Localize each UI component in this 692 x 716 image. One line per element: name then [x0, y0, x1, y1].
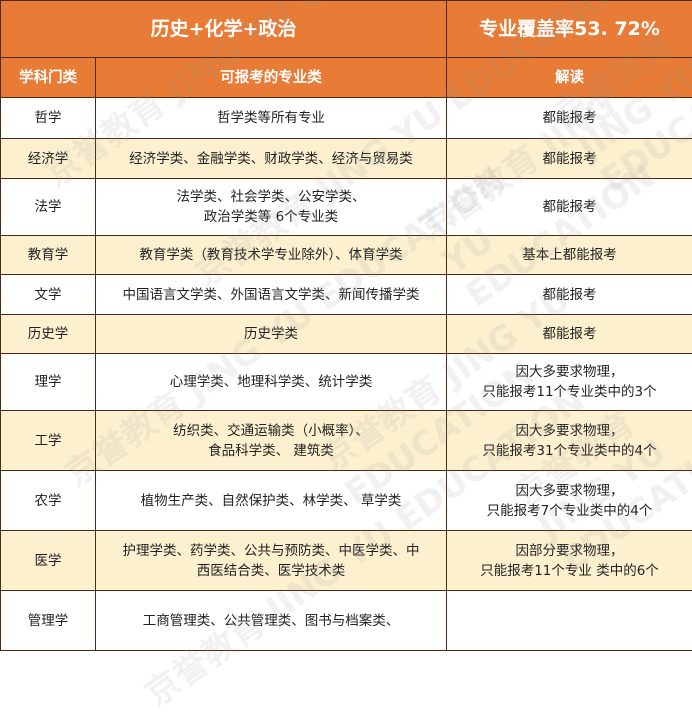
category-cell: 法学 [1, 179, 96, 236]
column-header-row: 学科门类 可报考的专业类 解读 [1, 58, 692, 98]
table-row: 工学纺织类、交通运输类（小概率）、食品科学类、 建筑类因大多要求物理，只能报考3… [1, 411, 692, 471]
category-cell: 工学 [1, 411, 96, 471]
category-cell: 医学 [1, 531, 96, 591]
majors-cell-line: 经济学类、金融学类、财政学类、经济与贸易类 [100, 149, 442, 169]
category-cell: 文学 [1, 275, 96, 315]
category-cell: 理学 [1, 354, 96, 411]
category-cell: 经济学 [1, 139, 96, 179]
category-cell: 教育学 [1, 236, 96, 275]
majors-cell-line: 食品科学类、 建筑类 [100, 441, 442, 461]
majors-cell-line: 教育学类（教育技术学专业除外）、体育学类 [100, 245, 442, 265]
col-header-category: 学科门类 [1, 58, 96, 98]
note-cell-line: 都能报考 [451, 324, 688, 344]
majors-cell: 哲学类等所有专业 [96, 98, 447, 139]
majors-cell-line: 中国语言文学类、外国语言文学类、新闻传播学类 [100, 285, 442, 305]
note-cell: 都能报考 [447, 139, 692, 179]
majors-cell: 植物生产类、自然保护类、林学类、 草学类 [96, 471, 447, 531]
note-cell-line: 只能报考11个专业类中的3个 [451, 382, 688, 402]
table-row: 理学心理学类、地理科学类、统计学类因大多要求物理，只能报考11个专业类中的3个 [1, 354, 692, 411]
note-cell-line: 因大多要求物理， [451, 362, 688, 382]
table-row: 文学中国语言文学类、外国语言文学类、新闻传播学类都能报考 [1, 275, 692, 315]
note-cell-line: 只能报考11个专业 类中的6个 [451, 561, 688, 581]
table-row: 农学植物生产类、自然保护类、林学类、 草学类因大多要求物理，只能报考7个专业类中… [1, 471, 692, 531]
note-cell-line: 因部分要求物理， [451, 541, 688, 561]
majors-cell-line: 法学类、社会学类、公安学类、 [100, 187, 442, 207]
note-cell: 都能报考 [447, 315, 692, 354]
note-cell-line: 基本上都能报考 [451, 245, 688, 265]
note-cell-line: 因大多要求物理， [451, 481, 688, 501]
col-header-majors: 可报考的专业类 [96, 58, 447, 98]
note-cell: 因大多要求物理，只能报考31个专业类中的4个 [447, 411, 692, 471]
coverage-rate: 专业覆盖率53. 72% [447, 1, 692, 58]
table-row: 教育学教育学类（教育技术学专业除外）、体育学类基本上都能报考 [1, 236, 692, 275]
majors-cell-line: 植物生产类、自然保护类、林学类、 草学类 [100, 491, 442, 511]
majors-cell: 教育学类（教育技术学专业除外）、体育学类 [96, 236, 447, 275]
note-cell: 都能报考 [447, 179, 692, 236]
majors-cell-line: 哲学类等所有专业 [100, 108, 442, 128]
table-row: 医学护理学类、药学类、公共与预防类、中医学类、中西医结合类、医学技术类因部分要求… [1, 531, 692, 591]
majors-cell: 经济学类、金融学类、财政学类、经济与贸易类 [96, 139, 447, 179]
majors-cell-line: 心理学类、地理科学类、统计学类 [100, 372, 442, 392]
category-cell: 哲学 [1, 98, 96, 139]
majors-cell: 护理学类、药学类、公共与预防类、中医学类、中西医结合类、医学技术类 [96, 531, 447, 591]
note-cell: 因大多要求物理，只能报考7个专业类中的4个 [447, 471, 692, 531]
category-cell: 农学 [1, 471, 96, 531]
subject-table: 历史+化学+政治 专业覆盖率53. 72% 学科门类 可报考的专业类 解读 哲学… [0, 0, 692, 651]
note-cell: 都能报考 [447, 275, 692, 315]
majors-cell-line: 纺织类、交通运输类（小概率）、 [100, 421, 442, 441]
majors-cell: 中国语言文学类、外国语言文学类、新闻传播学类 [96, 275, 447, 315]
note-cell-line: 只能报考7个专业类中的4个 [451, 501, 688, 521]
table-row: 历史学历史学类都能报考 [1, 315, 692, 354]
combination-title: 历史+化学+政治 [1, 1, 447, 58]
note-cell-line: 只能报考31个专业类中的4个 [451, 441, 688, 461]
majors-cell: 历史学类 [96, 315, 447, 354]
table-row: 哲学哲学类等所有专业都能报考 [1, 98, 692, 139]
note-cell-line: 都能报考 [451, 149, 688, 169]
title-row: 历史+化学+政治 专业覆盖率53. 72% [1, 1, 692, 58]
note-cell-line: 因大多要求物理， [451, 421, 688, 441]
majors-cell: 纺织类、交通运输类（小概率）、食品科学类、 建筑类 [96, 411, 447, 471]
majors-cell-line: 政治学类等 6个专业类 [100, 207, 442, 227]
note-cell-line: 都能报考 [451, 108, 688, 128]
majors-cell: 法学类、社会学类、公安学类、政治学类等 6个专业类 [96, 179, 447, 236]
category-cell: 历史学 [1, 315, 96, 354]
note-cell-line: 都能报考 [451, 197, 688, 217]
note-cell: 都能报考 [447, 98, 692, 139]
table-row: 法学法学类、社会学类、公安学类、政治学类等 6个专业类都能报考 [1, 179, 692, 236]
majors-cell-line: 西医结合类、医学技术类 [100, 561, 442, 581]
note-cell: 因大多要求物理，只能报考11个专业类中的3个 [447, 354, 692, 411]
majors-cell-line: 护理学类、药学类、公共与预防类、中医学类、中 [100, 541, 442, 561]
note-cell-line: 都能报考 [451, 285, 688, 305]
majors-cell: 心理学类、地理科学类、统计学类 [96, 354, 447, 411]
majors-cell-line: 历史学类 [100, 324, 442, 344]
note-cell: 基本上都能报考 [447, 236, 692, 275]
col-header-note: 解读 [447, 58, 692, 98]
table-row: 经济学经济学类、金融学类、财政学类、经济与贸易类都能报考 [1, 139, 692, 179]
note-cell: 因部分要求物理，只能报考11个专业 类中的6个 [447, 531, 692, 591]
